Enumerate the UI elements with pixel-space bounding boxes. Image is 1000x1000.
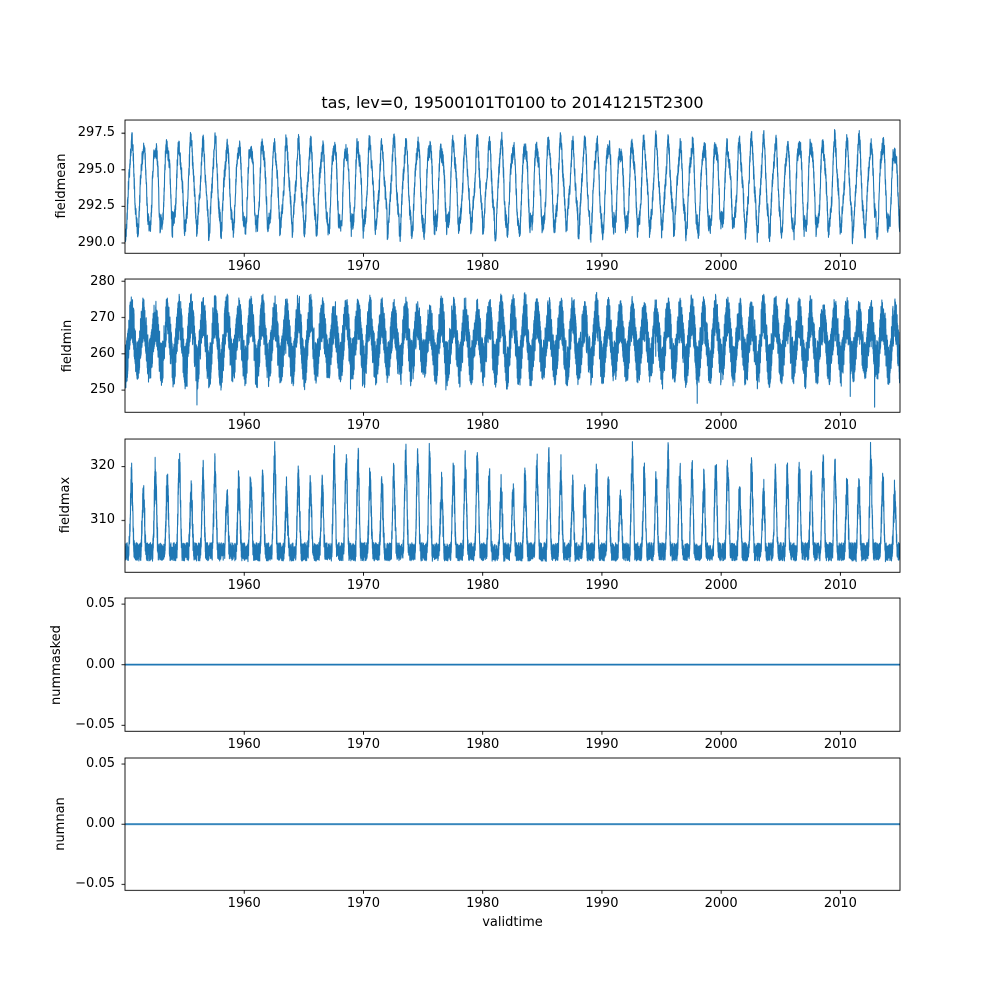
xtick-label-fieldmax-1960: 1960 [227, 577, 261, 593]
xtick-label-nummasked-1970: 1970 [346, 737, 380, 752]
chart-title: tas, lev=0, 19500101T0100 to 20141215T23… [321, 93, 704, 112]
subplot-fieldmean-canvas [115, 115, 905, 263]
xtick-label-fieldmean-1970: 1970 [346, 258, 380, 274]
ytick-label-nummasked-0.05: 0.05 [86, 596, 115, 612]
xtick-label-fieldmax-1970: 1970 [346, 577, 380, 593]
y-axis-label-nummasked: nummasked [49, 624, 64, 705]
ytick-label-numnan-−0.05: −0.05 [75, 876, 115, 892]
xtick-label-numnan-1960: 1960 [227, 896, 261, 912]
y-axis-label-fieldmax: fieldmax [58, 477, 73, 534]
ytick-label-fieldmin-280: 280 [90, 273, 115, 289]
ytick-label-nummasked-0.00: 0.00 [86, 656, 115, 672]
ytick-label-fieldmin-270: 270 [90, 309, 115, 325]
y-axis-label-numnan: numnan [53, 797, 68, 851]
xtick-label-nummasked-2010: 2010 [823, 737, 857, 752]
xtick-label-fieldmean-1990: 1990 [585, 258, 619, 274]
xtick-label-numnan-1990: 1990 [585, 896, 619, 912]
ytick-label-fieldmax-310: 310 [90, 511, 115, 527]
subplot-nummasked-canvas [115, 593, 905, 741]
xtick-label-fieldmean-2000: 2000 [704, 258, 738, 274]
xtick-label-fieldmean-2010: 2010 [823, 258, 857, 274]
xtick-label-numnan-1970: 1970 [346, 896, 380, 912]
xtick-label-nummasked-1990: 1990 [585, 737, 619, 752]
ytick-label-fieldmean-292.5: 292.5 [77, 198, 115, 214]
ytick-label-nummasked-−0.05: −0.05 [75, 716, 115, 732]
xtick-label-fieldmin-1960: 1960 [227, 418, 261, 434]
xtick-label-fieldmin-1990: 1990 [585, 418, 619, 434]
subplot-fieldmin-canvas [115, 274, 905, 423]
xtick-label-nummasked-1980: 1980 [466, 737, 500, 752]
xtick-label-fieldmin-2010: 2010 [823, 418, 857, 434]
xtick-label-fieldmax-1990: 1990 [585, 577, 619, 593]
y-axis-label-fieldmean: fieldmean [54, 153, 69, 219]
xtick-label-nummasked-2000: 2000 [704, 737, 738, 752]
xtick-label-numnan-2000: 2000 [704, 896, 738, 912]
xtick-label-fieldmax-1980: 1980 [466, 577, 500, 593]
xtick-label-fieldmax-2000: 2000 [704, 577, 738, 593]
xtick-label-fieldmin-1980: 1980 [466, 418, 500, 434]
xtick-label-nummasked-1960: 1960 [227, 737, 261, 752]
ytick-label-fieldmean-295.0: 295.0 [77, 161, 115, 177]
subplot-fieldmax-canvas [115, 433, 905, 582]
subplot-numnan-canvas [115, 752, 905, 901]
ytick-label-fieldmean-290.0: 290.0 [77, 234, 115, 250]
xtick-label-numnan-2010: 2010 [823, 896, 857, 912]
xtick-label-fieldmean-1980: 1980 [466, 258, 500, 274]
xtick-label-fieldmin-1970: 1970 [346, 418, 380, 434]
xtick-label-fieldmax-2010: 2010 [823, 577, 857, 593]
ytick-label-fieldmax-320: 320 [90, 458, 115, 474]
ytick-label-fieldmean-297.5: 297.5 [77, 125, 115, 141]
xtick-label-fieldmean-1960: 1960 [227, 258, 261, 274]
x-axis-label: validtime [482, 915, 543, 930]
xtick-label-numnan-1980: 1980 [466, 896, 500, 912]
ytick-label-fieldmin-260: 260 [90, 345, 115, 361]
ytick-label-fieldmin-250: 250 [90, 382, 115, 398]
ytick-label-numnan-0.00: 0.00 [86, 816, 115, 831]
ytick-label-numnan-0.05: 0.05 [86, 755, 115, 771]
y-axis-label-fieldmin: fieldmin [60, 319, 75, 373]
xtick-label-fieldmin-2000: 2000 [704, 418, 738, 434]
